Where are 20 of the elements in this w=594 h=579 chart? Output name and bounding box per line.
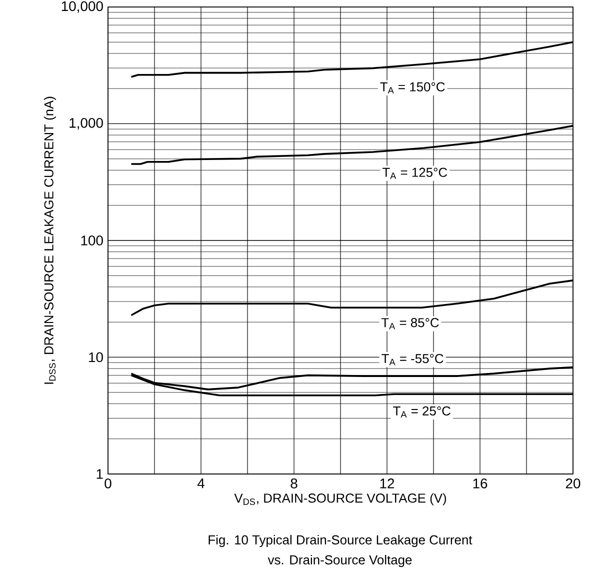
series-label: T$_{A}$ = 125°C: [382, 168, 448, 179]
y-tick-label: 1,000: [70, 118, 103, 130]
y-tick-label: 100: [81, 236, 103, 246]
x-tick-label: 12: [380, 478, 394, 488]
series-label: T$_{A}$ = 150°C: [380, 82, 445, 94]
series-label: T$_{A}$ = -55°C: [382, 354, 444, 366]
series-label: T$_{A}$ = 85°C: [381, 318, 439, 330]
y-axis-title: I$_{DSS}$, DRAIN-SOURCE LEAKAGE CURRENT (nA): [44, 96, 56, 384]
x-tick-label: 16: [473, 478, 488, 488]
caption: Fig. 10 Typical Drain-Source Leakage Current: [208, 534, 472, 548]
y-tick-label: 1: [96, 469, 103, 479]
x-axis-title: V$_{DS}$, DRAIN-SOURCE VOLTAGE (V): [234, 493, 446, 506]
series-label: T$_{A}$ = 25°C: [393, 406, 450, 418]
text: vs. Drain-Source Voltage: [268, 554, 412, 568]
y-tick-label: 10,000: [62, 1, 103, 13]
x-tick-label: 4: [197, 478, 204, 488]
x-tick-label: 8: [290, 478, 298, 488]
y-tick-label: 10: [89, 352, 103, 362]
x-tick-label: 20: [566, 478, 580, 488]
x-tick-label: 0: [104, 478, 112, 488]
